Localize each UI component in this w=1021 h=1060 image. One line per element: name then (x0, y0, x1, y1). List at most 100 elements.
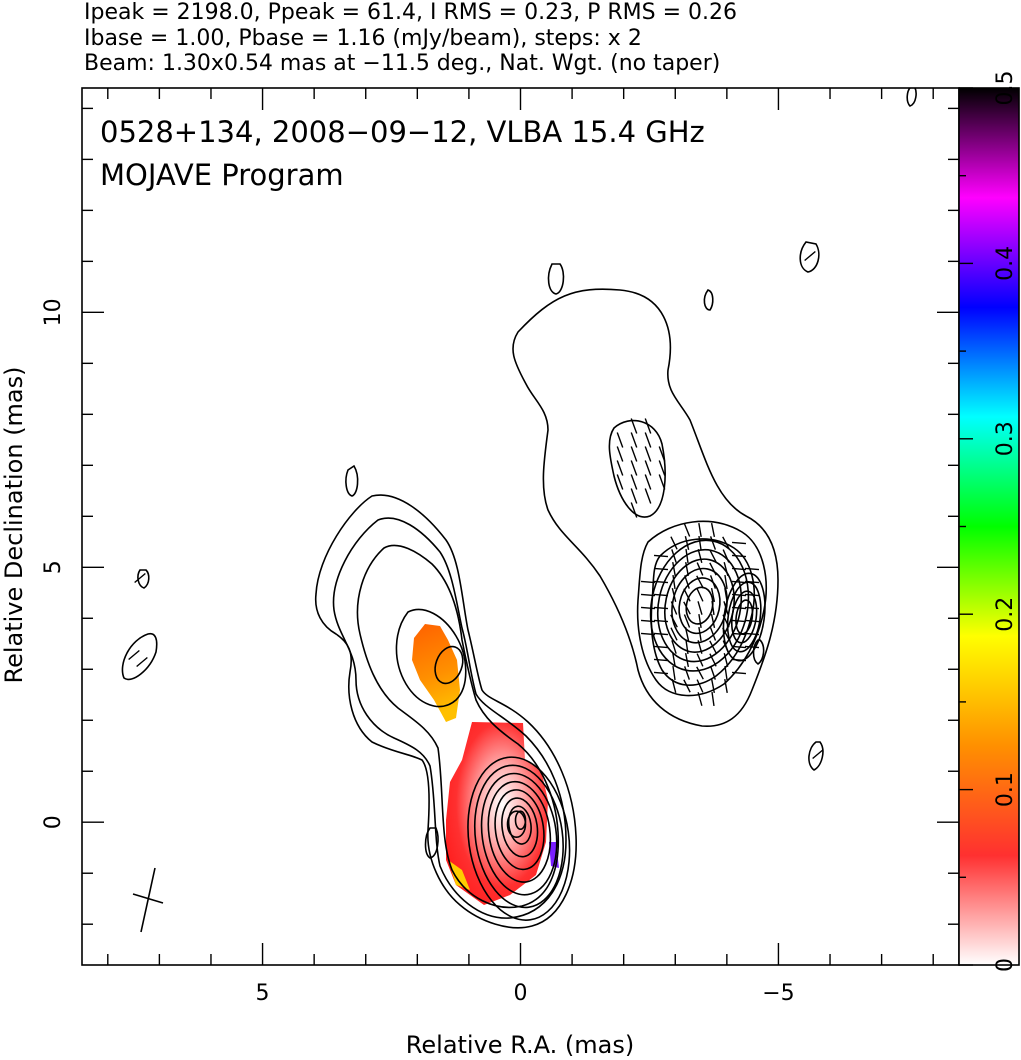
evpa-vector (696, 575, 704, 589)
evpa-vector (685, 639, 689, 655)
axis-tick-labels: 5 0 −5 0 5 10 (41, 298, 795, 1006)
evpa-vector (722, 614, 730, 628)
evpa-vector (711, 600, 715, 616)
core-contour (487, 780, 552, 883)
header-line-beam: Beam: 1.30x0.54 mas at −11.5 deg., Nat. … (84, 51, 721, 76)
evpa-vector (683, 614, 691, 628)
evpa-vector (698, 626, 702, 642)
outer-jet-contour-east (730, 590, 758, 644)
evpa-vector (731, 671, 747, 675)
evpa-vector (653, 606, 669, 610)
evpa-vector (684, 536, 690, 550)
evpa-vector (709, 536, 717, 550)
evpa-vector (653, 580, 669, 584)
pol-region-core-edge (448, 860, 470, 890)
evpa-vector (671, 549, 677, 563)
x-axis-label: Relative R.A. (mas) (406, 1031, 634, 1059)
y-tick-label: 10 (41, 298, 66, 326)
evpa-vector (630, 488, 638, 504)
contour-island-10 (752, 639, 765, 665)
evpa-vector (744, 567, 760, 571)
contour-outer-jet-2 (636, 520, 767, 697)
evpa-vector (744, 606, 760, 610)
evpa-vector (696, 666, 704, 680)
evpa-vector (723, 653, 729, 667)
evpa-vector (616, 432, 624, 448)
evpa-vector (640, 593, 656, 597)
evpa-vector (711, 691, 715, 707)
core-contour (494, 789, 545, 871)
core-contour-peak (514, 810, 527, 831)
evpa-vector (653, 645, 669, 649)
evpa-vector (744, 593, 760, 597)
evpa-vector (697, 692, 703, 706)
contour-island-6 (137, 569, 150, 589)
x-tick-label: 5 (256, 981, 270, 1006)
evpa-vector (672, 561, 676, 577)
evpa-vector (670, 627, 678, 641)
colorbar-ticks: 0 0.1 0.2 0.3 0.4 0.5 (959, 71, 1018, 972)
evpa-vector (710, 614, 716, 628)
evpa-vector (696, 653, 704, 667)
evpa-vector (722, 536, 730, 550)
evpa-vector (723, 562, 729, 576)
colorbar (958, 87, 1020, 966)
evpa-vector (616, 460, 624, 476)
chart-title: 0528+134, 2008−09−12, VLBA 15.4 GHz (100, 115, 705, 149)
evpa-vector (630, 446, 638, 462)
evpa-vector (683, 523, 691, 537)
evpa-vector (710, 588, 716, 602)
core-contour (501, 797, 539, 858)
evpa-vector (658, 446, 666, 462)
evpa-vector (128, 649, 140, 661)
evpa-vector (724, 678, 728, 694)
evpa-vector (644, 418, 652, 434)
evpa-vector (684, 627, 690, 641)
evpa-vector (134, 572, 146, 584)
core-contour (480, 772, 558, 896)
y-tick-label: 0 (41, 815, 66, 829)
contour-island-7 (121, 632, 158, 681)
chart-subtitle: MOJAVE Program (100, 158, 344, 192)
outer-jet-contour (671, 567, 728, 644)
evpa-vector (630, 474, 638, 490)
evpa-vector (653, 554, 669, 558)
evpa-vector (731, 554, 747, 558)
evpa-vector (709, 549, 717, 563)
evpa-vector (671, 588, 677, 602)
contour-outer-3 (356, 544, 560, 909)
evpa-vector (630, 460, 638, 476)
core-contour (473, 764, 564, 909)
evpa-vector (670, 601, 678, 615)
evpa-vector (630, 502, 638, 518)
evpa-vector (653, 671, 669, 675)
colorbar-tick-label: 0.4 (993, 246, 1018, 281)
evpa-vector (630, 418, 638, 434)
evpa-vector (640, 632, 656, 636)
evpa-vector (709, 627, 717, 641)
evpa-vector (653, 658, 669, 662)
evpa-vector (644, 432, 652, 448)
evpa-vector (644, 474, 652, 490)
header-line-peak: Ipeak = 2198.0, Ppeak = 61.4, I RMS = 0.… (84, 0, 737, 25)
evpa-vector (722, 627, 730, 641)
contour-blob-north (512, 288, 779, 727)
x-tick-label: −5 (762, 981, 794, 1006)
evpa-vector (696, 562, 704, 576)
evpa-vector (804, 250, 816, 262)
evpa-vector (710, 523, 716, 537)
evpa-vector (670, 614, 678, 628)
contour-outer-2 (332, 517, 567, 919)
colorbar-tick-label: 0.2 (993, 597, 1018, 632)
evpa-vector (696, 588, 704, 602)
evpa-vector (723, 601, 729, 615)
evpa-vector (724, 587, 728, 603)
evpa-vector (722, 640, 730, 654)
evpa-vector (697, 549, 703, 563)
contour-island-1 (547, 263, 565, 295)
polarization-vectors (128, 250, 824, 760)
evpa-vector (709, 575, 717, 589)
x-tick-label: 0 (514, 981, 528, 1006)
y-tick-label: 5 (41, 560, 66, 574)
evpa-vector (710, 666, 716, 680)
